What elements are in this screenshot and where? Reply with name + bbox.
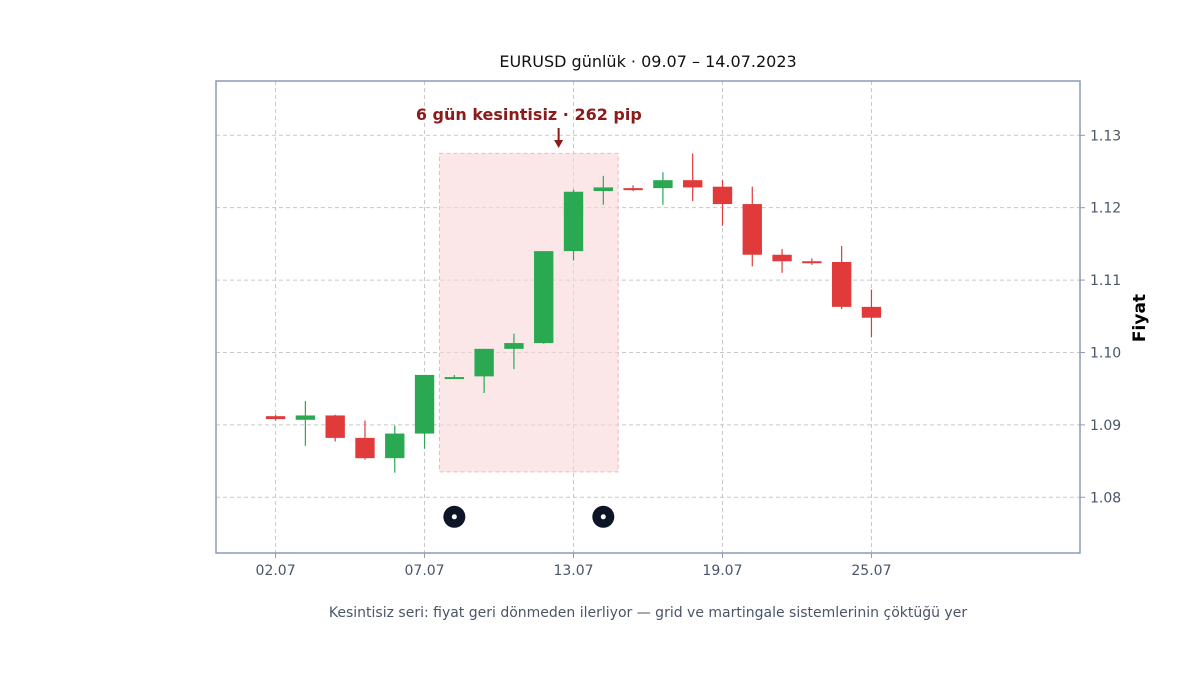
x-tick-label: 07.07 xyxy=(405,563,445,579)
event-marker xyxy=(592,505,615,528)
candle-up xyxy=(504,333,524,370)
markers xyxy=(443,505,615,528)
y-tick-label: 1.10 xyxy=(1090,345,1121,361)
streak-arrow-head xyxy=(554,140,564,148)
candle-body xyxy=(593,187,613,192)
candle-up xyxy=(474,348,494,394)
candle-body xyxy=(414,374,435,434)
candle-body xyxy=(444,377,465,380)
candle-body xyxy=(355,437,375,459)
candle-body xyxy=(712,186,733,205)
candle-up xyxy=(563,189,584,261)
candle-body xyxy=(772,254,792,262)
candle-up xyxy=(295,400,316,446)
candle-body xyxy=(325,415,345,438)
candle-body xyxy=(563,191,584,252)
candle-body xyxy=(623,188,643,191)
y-tick-label: 1.13 xyxy=(1090,128,1121,144)
chart-caption: Kesintisiz seri: fiyat geri dönmeden ile… xyxy=(329,605,967,621)
candle-body xyxy=(653,180,673,189)
candle-body xyxy=(474,348,494,377)
candle-body xyxy=(504,343,524,349)
candle-body xyxy=(295,415,316,420)
x-tick-label: 13.07 xyxy=(553,563,593,579)
candle-down xyxy=(772,248,792,273)
candle-body xyxy=(534,251,554,344)
plot-frame xyxy=(215,80,1081,554)
candle-body xyxy=(802,261,822,264)
y-tick-label: 1.08 xyxy=(1090,490,1121,506)
candle-down xyxy=(355,420,375,460)
x-tick-label: 19.07 xyxy=(702,563,742,579)
candle-down xyxy=(325,414,345,442)
streak-highlight: 6 gün kesintisiz · 262 pip xyxy=(416,105,642,473)
x-tick-label: 02.07 xyxy=(256,563,296,579)
y-tick-label: 1.12 xyxy=(1090,201,1121,217)
candle-body xyxy=(265,416,286,420)
candle-up xyxy=(534,251,554,344)
candle-up xyxy=(593,175,613,205)
candle-down xyxy=(623,185,643,192)
candle-down xyxy=(861,289,882,338)
candle-down xyxy=(265,414,286,421)
candle-body xyxy=(831,261,852,307)
x-tick-label: 25.07 xyxy=(851,563,891,579)
event-marker xyxy=(443,505,466,528)
grid xyxy=(216,81,1080,553)
candle-body xyxy=(683,180,703,188)
candle-body xyxy=(385,433,405,459)
streak-annotation-label: 6 gün kesintisiz · 262 pip xyxy=(416,105,642,124)
candle-down xyxy=(831,246,852,310)
candle-up xyxy=(653,172,673,205)
event-marker-center xyxy=(451,514,457,520)
candle-down xyxy=(742,186,762,267)
candle-down xyxy=(683,153,703,202)
y-tick-label: 1.11 xyxy=(1090,273,1121,289)
chart-title: EURUSD günlük · 09.07 – 14.07.2023 xyxy=(499,52,796,71)
candle-down xyxy=(802,258,822,265)
axis-ticks: 1.08 1.09 1.10 1.11 1.12 1.13 02.07 07.07 13.07 1… xyxy=(256,128,1122,579)
y-tick-label: 1.09 xyxy=(1090,418,1121,434)
candle-body xyxy=(861,306,882,318)
event-marker-center xyxy=(600,514,606,520)
candles xyxy=(265,153,882,473)
candle-up xyxy=(414,374,435,449)
candle-body xyxy=(742,204,762,255)
candle-up xyxy=(444,374,465,380)
y-axis-label: Fiyat xyxy=(1130,294,1150,342)
candle-down xyxy=(712,180,733,226)
streak-highlight-box xyxy=(438,152,619,473)
candle-up xyxy=(385,425,405,473)
